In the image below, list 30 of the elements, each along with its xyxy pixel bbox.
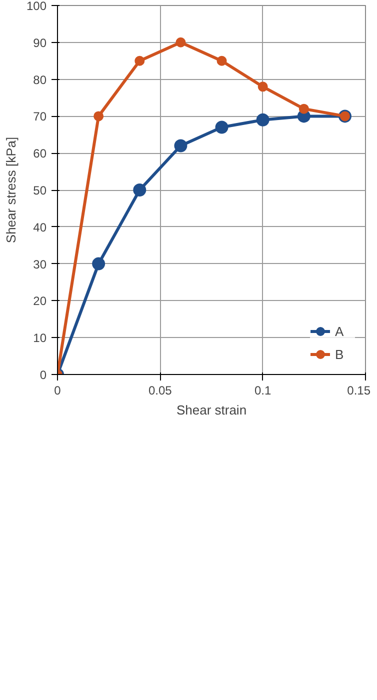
x-tick-label: 0.15 — [347, 384, 371, 398]
y-tick-label: 60 — [33, 146, 47, 161]
point — [174, 139, 188, 152]
point — [134, 56, 145, 66]
point — [133, 184, 146, 196]
y-tick-label: 50 — [33, 184, 47, 198]
x-axis-title: Shear strain — [176, 402, 247, 418]
y-axis-title: Shear stress [kPa] — [3, 136, 18, 244]
legend-label: B — [335, 346, 345, 362]
y-tick-label: 100 — [26, 0, 47, 13]
point — [215, 120, 228, 134]
point — [216, 56, 227, 66]
y-tick-label: 0 — [40, 368, 47, 382]
point — [258, 82, 268, 92]
y-tick-label: 30 — [33, 257, 47, 272]
y-tick-label: 20 — [33, 294, 47, 308]
y-tick-label: 40 — [33, 220, 47, 234]
point — [92, 257, 106, 270]
point — [298, 104, 309, 114]
point — [256, 113, 270, 126]
x-tick-label: 0 — [54, 384, 62, 398]
legend-label: A — [335, 324, 345, 338]
point — [94, 111, 104, 122]
y-tick-label: 10 — [33, 331, 47, 346]
x-tick-label: 0.1 — [254, 384, 272, 398]
x-tick-label: 0.05 — [148, 384, 172, 398]
y-tick-label: 80 — [33, 72, 47, 87]
point — [176, 37, 186, 48]
y-tick-label: 90 — [33, 36, 47, 50]
y-tick-label: 70 — [33, 110, 47, 124]
